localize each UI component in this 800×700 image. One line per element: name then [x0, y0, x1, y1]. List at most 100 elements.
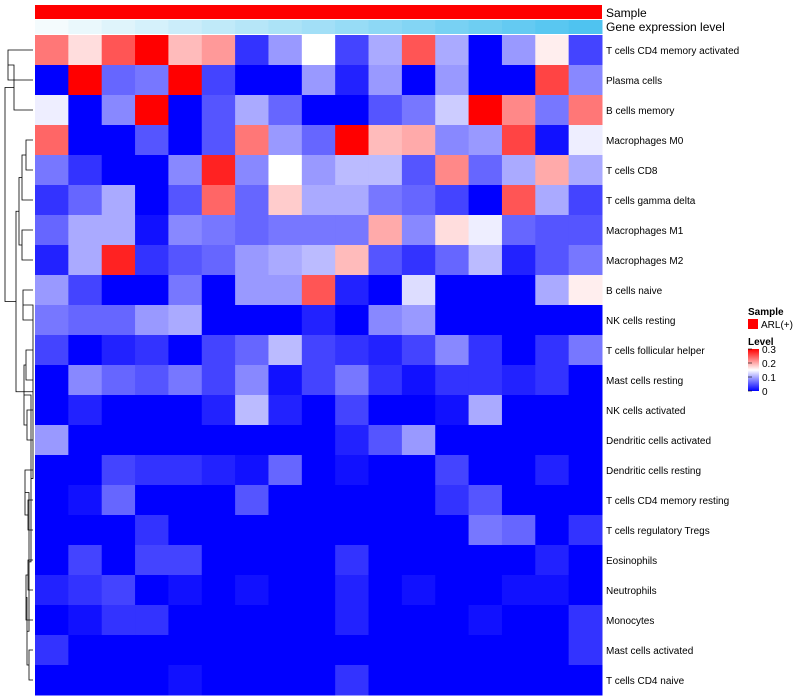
heatmap-cell: [235, 185, 269, 216]
heatmap-cell: [568, 425, 603, 456]
heatmap-cell: [168, 185, 203, 216]
heatmap-cell: [368, 275, 403, 306]
heatmap-cell: [268, 65, 303, 96]
heatmap-cell: [201, 215, 236, 246]
heatmap-cell: [501, 245, 536, 276]
heatmap-cell: [468, 425, 503, 456]
heatmap-cell: [135, 395, 169, 426]
heatmap-cell: [501, 155, 536, 186]
heatmap-cell: [335, 275, 370, 306]
heatmap-cell: [535, 455, 570, 486]
heatmap-cell: [268, 665, 303, 696]
heatmap-cell: [401, 425, 436, 456]
heatmap-cell: [468, 305, 503, 336]
heatmap-cell: [535, 125, 570, 156]
heatmap-cell: [68, 485, 103, 516]
heatmap-cell: [335, 335, 370, 366]
heatmap-cell: [468, 365, 503, 396]
heatmap-cell: [101, 275, 136, 306]
heatmap-cell: [35, 665, 69, 696]
heatmap-cell: [501, 95, 536, 126]
heatmap-cell: [135, 425, 169, 456]
row-label: Neutrophils: [606, 586, 657, 597]
heatmap-cell: [235, 275, 269, 306]
heatmap-cell: [401, 545, 436, 576]
heatmap-cell: [35, 395, 69, 426]
heatmap-cell: [335, 155, 370, 186]
heatmap-cell: [35, 485, 69, 516]
heatmap-cell: [235, 665, 269, 696]
heatmap-cell: [501, 485, 536, 516]
heatmap-cell: [235, 605, 269, 636]
heatmap-cell: [35, 185, 69, 216]
heatmap-cell: [35, 35, 69, 66]
heatmap-cell: [168, 665, 203, 696]
heatmap-cell: [335, 635, 370, 666]
heatmap-cell: [435, 185, 470, 216]
heatmap-cell: [368, 425, 403, 456]
row-label: Dendritic cells resting: [606, 466, 701, 477]
legend-sample-title: Sample: [748, 307, 784, 318]
heatmap-cell: [568, 395, 603, 426]
heatmap-cell: [35, 575, 69, 606]
heatmap-cell: [201, 665, 236, 696]
heatmap-cell: [535, 245, 570, 276]
heatmap-cell: [201, 95, 236, 126]
heatmap-cell: [368, 245, 403, 276]
heatmap-cell: [201, 275, 236, 306]
heatmap-cell: [535, 35, 570, 66]
heatmap-cell: [68, 545, 103, 576]
heatmap-cell: [301, 275, 336, 306]
row-label: B cells memory: [606, 106, 674, 117]
heatmap-cell: [501, 455, 536, 486]
heatmap-cell: [235, 35, 269, 66]
heatmap-cell: [135, 485, 169, 516]
heatmap-cell: [35, 455, 69, 486]
heatmap-cell: [468, 485, 503, 516]
heatmap-cell: [435, 425, 470, 456]
heatmap-cell: [68, 455, 103, 486]
gene-expression-track-cell: [135, 20, 169, 34]
heatmap-cell: [68, 155, 103, 186]
heatmap-cell: [368, 455, 403, 486]
heatmap-cell: [468, 605, 503, 636]
heatmap-cell: [435, 395, 470, 426]
heatmap-cell: [235, 215, 269, 246]
heatmap-cell: [501, 215, 536, 246]
heatmap-cell: [201, 395, 236, 426]
heatmap-cell: [501, 425, 536, 456]
heatmap-cell: [401, 665, 436, 696]
heatmap-cell: [435, 635, 470, 666]
heatmap-cell: [35, 155, 69, 186]
heatmap-cell: [135, 575, 169, 606]
heatmap-cell: [501, 125, 536, 156]
heatmap-cell: [501, 575, 536, 606]
heatmap-cell: [301, 605, 336, 636]
heatmap-cell: [368, 485, 403, 516]
heatmap-cell: [201, 155, 236, 186]
heatmap-cell: [168, 395, 203, 426]
heatmap-cell: [335, 215, 370, 246]
heatmap-cell: [201, 365, 236, 396]
heatmap-cell: [168, 125, 203, 156]
heatmap-cell: [68, 605, 103, 636]
heatmap-cell: [535, 545, 570, 576]
heatmap-cell: [168, 335, 203, 366]
heatmap-cell: [35, 545, 69, 576]
heatmap-cell: [268, 305, 303, 336]
heatmap-cell: [535, 575, 570, 606]
heatmap-cell: [268, 335, 303, 366]
legend-tick-label: 0.1: [762, 373, 776, 384]
annotation-tracks: [35, 5, 603, 34]
dendrogram-branch: [26, 409, 33, 441]
heatmap-cell: [68, 185, 103, 216]
heatmap-cell: [68, 95, 103, 126]
heatmap-cell: [368, 215, 403, 246]
heatmap-cell: [368, 635, 403, 666]
dendrogram-branch: [25, 139, 33, 171]
heatmap-cell: [368, 575, 403, 606]
heatmap-cell: [568, 485, 603, 516]
heatmap-cell: [68, 575, 103, 606]
legend-tick-label: 0.3: [762, 345, 776, 356]
heatmap-cell: [101, 665, 136, 696]
